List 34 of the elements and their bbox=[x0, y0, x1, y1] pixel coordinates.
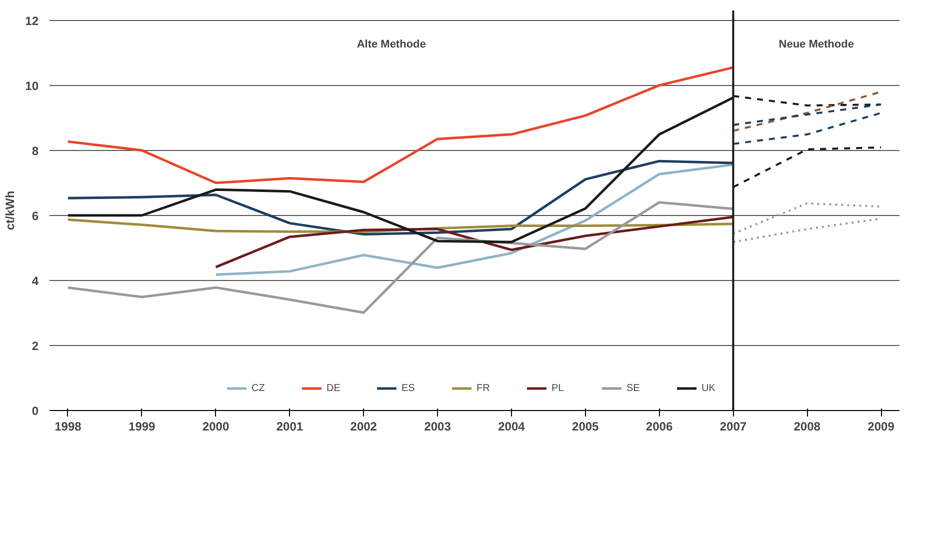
line-series bbox=[214, 216, 734, 268]
x-tick-label: 1998 bbox=[54, 420, 82, 434]
line-series bbox=[66, 66, 734, 184]
x-tick-label: 2003 bbox=[424, 420, 452, 434]
legend-label: PL bbox=[552, 382, 565, 394]
x-tick-label: 2002 bbox=[350, 420, 378, 434]
y-tick-label: 10 bbox=[25, 78, 39, 93]
x-tick-label: 2009 bbox=[868, 420, 895, 434]
annotation: Neue Methode bbox=[778, 38, 854, 50]
y-tick-label: 2 bbox=[32, 338, 39, 353]
legend-label: DE bbox=[326, 382, 342, 394]
x-tick-label: 2008 bbox=[794, 420, 821, 434]
x-tick-label: 2007 bbox=[720, 420, 747, 434]
x-tick-label: 2006 bbox=[646, 420, 673, 434]
y-tick-label: 4 bbox=[32, 274, 39, 288]
x-tick-label: 2001 bbox=[276, 420, 304, 434]
y-tick-label: 0 bbox=[32, 404, 39, 418]
line-series bbox=[214, 163, 734, 276]
line-series bbox=[66, 160, 734, 236]
legend-label: ES bbox=[402, 382, 416, 394]
y-tick-label: 8 bbox=[32, 144, 39, 158]
y-axis-title: ct/kWh bbox=[3, 190, 18, 230]
legend-label: SE bbox=[626, 382, 641, 394]
legend-label: UK bbox=[702, 382, 716, 394]
x-tick-label: 2000 bbox=[202, 420, 230, 434]
x-tick-label: 2005 bbox=[572, 420, 600, 434]
legend-label: FR bbox=[476, 382, 491, 394]
line-series bbox=[66, 201, 734, 314]
y-tick-label: 12 bbox=[25, 14, 39, 28]
x-tick-label: 1999 bbox=[128, 420, 156, 434]
y-tick-label: 6 bbox=[32, 208, 39, 223]
annotation: Alte Methode bbox=[356, 38, 426, 50]
legend-label: CZ bbox=[252, 382, 266, 394]
x-tick-label: 2004 bbox=[498, 420, 526, 434]
